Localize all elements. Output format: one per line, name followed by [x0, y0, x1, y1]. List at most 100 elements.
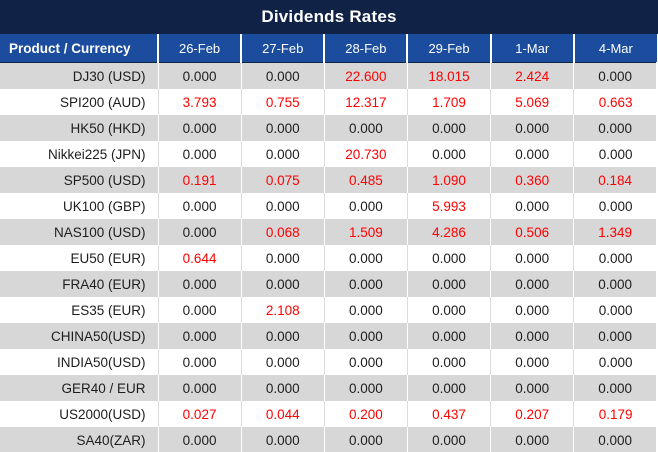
value-cell: 1.090 [406, 167, 491, 193]
col-header-28-feb: 28-Feb [323, 34, 408, 63]
value-cell: 0.000 [573, 375, 658, 401]
value-cell: 0.027 [157, 401, 242, 427]
product-cell: NAS100 (USD) [53, 224, 146, 240]
table-row: ES35 (EUR) 0.000 2.108 0.000 0.000 0.000 0.000 [0, 297, 657, 323]
col-header-1-mar: 1-Mar [489, 34, 574, 63]
value-cell: 0.000 [490, 375, 574, 401]
value-cell: 0.000 [157, 271, 242, 297]
value-cell: 0.207 [490, 401, 574, 427]
value-cell: 0.000 [240, 349, 325, 375]
value-cell: 0.000 [157, 427, 242, 452]
col-header-4-mar: 4-Mar [572, 34, 657, 63]
value-cell: 0.000 [157, 115, 242, 141]
value-cell: 0.000 [157, 141, 242, 167]
table-body: DJ30 (USD) 0.000 0.000 22.600 18.015 2.424 0.0… [0, 62, 658, 452]
table-row: SPI200 (AUD) 3.793 0.755 12.317 1.709 5.069 0.… [0, 89, 657, 115]
value-cell: 18.015 [406, 62, 491, 89]
value-cell: 4.286 [406, 219, 491, 245]
product-cell: HK50 (HKD) [70, 120, 146, 136]
value-cell: 0.000 [573, 297, 657, 323]
value-cell: 0.000 [573, 323, 658, 349]
product-cell: INDIA50(USD) [56, 354, 146, 370]
product-cell: SP500 (USD) [63, 172, 146, 188]
value-cell: 0.000 [406, 271, 491, 297]
value-cell: 2.108 [240, 297, 325, 323]
value-cell: 0.000 [157, 349, 242, 375]
value-cell: 0.000 [240, 245, 325, 271]
value-cell: 0.000 [573, 193, 657, 219]
product-cell: FRA40 (EUR) [62, 276, 146, 292]
product-cell: US2000(USD) [59, 406, 146, 422]
value-cell: 0.000 [406, 427, 491, 452]
table-row: GER40 / EUR 0.000 0.000 0.000 0.000 0.000 0.00… [0, 375, 658, 401]
product-cell: EU50 (EUR) [70, 250, 146, 266]
value-cell: 0.000 [573, 115, 658, 141]
value-cell: 0.000 [406, 141, 491, 167]
value-cell: 0.755 [240, 89, 325, 115]
value-cell: 3.793 [157, 89, 242, 115]
value-cell: 0.184 [573, 167, 658, 193]
value-cell: 5.069 [490, 89, 574, 115]
value-cell: 0.000 [157, 323, 242, 349]
value-cell: 0.000 [490, 297, 574, 323]
value-cell: 0.000 [323, 427, 408, 452]
value-cell: 0.044 [240, 401, 325, 427]
value-cell: 0.000 [490, 115, 574, 141]
table-row: US2000(USD) 0.027 0.044 0.200 0.437 0.207 0.17… [0, 401, 657, 427]
value-cell: 0.000 [323, 297, 408, 323]
table-row: FRA40 (EUR) 0.000 0.000 0.000 0.000 0.000 0.00… [0, 271, 658, 297]
value-cell: 0.000 [490, 271, 574, 297]
value-cell: 2.424 [490, 62, 574, 89]
col-header-product-currency: Product / Currency [0, 34, 158, 63]
col-header-26-feb: 26-Feb [156, 34, 242, 63]
value-cell: 0.000 [490, 245, 574, 271]
value-cell: 0.000 [490, 193, 574, 219]
value-cell: 0.000 [406, 115, 491, 141]
value-cell: 0.000 [157, 297, 242, 323]
col-header-27-feb: 27-Feb [240, 34, 325, 63]
value-cell: 0.000 [406, 349, 491, 375]
value-cell: 0.644 [157, 245, 242, 271]
table-row: Nikkei225 (JPN) 0.000 0.000 20.730 0.000 0.00… [0, 141, 657, 167]
value-cell: 0.000 [323, 375, 408, 401]
value-cell: 0.000 [240, 62, 325, 89]
value-cell: 0.000 [573, 141, 657, 167]
value-cell: 0.000 [490, 141, 574, 167]
value-cell: 0.000 [240, 115, 325, 141]
value-cell: 1.349 [573, 219, 658, 245]
product-cell: UK100 (GBP) [62, 198, 146, 214]
value-cell: 22.600 [323, 62, 408, 89]
value-cell: 0.000 [240, 193, 325, 219]
value-cell: 0.000 [323, 271, 408, 297]
table-row: UK100 (GBP) 0.000 0.000 0.000 5.993 0.000 0.00… [0, 193, 657, 219]
value-cell: 0.000 [157, 193, 242, 219]
value-cell: 0.000 [240, 271, 325, 297]
value-cell: 0.068 [240, 219, 325, 245]
value-cell: 0.000 [240, 375, 325, 401]
value-cell: 0.000 [573, 271, 658, 297]
value-cell: 0.000 [573, 62, 658, 89]
dividends-table: Product / Currency 26-Feb 27-Feb 28-Feb … [0, 34, 658, 452]
product-cell: CHINA50(USD) [50, 328, 146, 344]
table-row: INDIA50(USD) 0.000 0.000 0.000 0.000 0.000 0.0… [0, 349, 657, 375]
value-cell: 0.000 [573, 427, 658, 452]
value-cell: 0.000 [490, 323, 574, 349]
table-row: SP500 (USD) 0.191 0.075 0.485 1.090 0.360 0.18… [0, 167, 658, 193]
value-cell: 0.191 [157, 167, 242, 193]
value-cell: 0.000 [157, 219, 242, 245]
product-cell: GER40 / EUR [61, 380, 146, 396]
value-cell: 12.317 [323, 89, 408, 115]
value-cell: 0.200 [323, 401, 408, 427]
product-cell: SPI200 (AUD) [59, 94, 146, 110]
value-cell: 0.000 [406, 323, 491, 349]
col-header-29-feb: 29-Feb [406, 34, 491, 63]
value-cell: 0.179 [573, 401, 657, 427]
table-row: CHINA50(USD) 0.000 0.000 0.000 0.000 0.000 0.0… [0, 323, 658, 349]
value-cell: 0.360 [490, 167, 574, 193]
product-cell: ES35 (EUR) [71, 302, 146, 318]
value-cell: 0.000 [573, 245, 657, 271]
value-cell: 0.000 [406, 297, 491, 323]
product-cell: DJ30 (USD) [72, 68, 146, 84]
table-row: SA40(ZAR) 0.000 0.000 0.000 0.000 0.000 0.000 [0, 427, 658, 452]
value-cell: 0.485 [323, 167, 408, 193]
